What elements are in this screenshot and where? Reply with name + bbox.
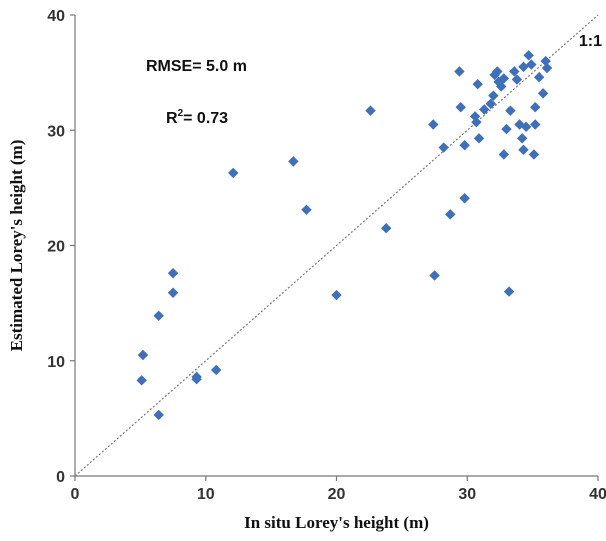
x-tick-label: 0 [71, 486, 80, 503]
r-squared-superscript: 2 [178, 108, 184, 119]
data-points-layer [136, 50, 553, 421]
data-point [438, 142, 449, 153]
data-point [459, 140, 470, 151]
rmse-annotation: RMSE= 5.0 m [146, 58, 247, 75]
data-point [520, 121, 532, 132]
data-point [540, 55, 551, 67]
data-point [514, 119, 525, 130]
y-tick-label: 0 [56, 469, 65, 486]
data-point [528, 149, 540, 160]
data-point [455, 102, 466, 113]
data-point [472, 78, 483, 90]
data-point [516, 133, 528, 144]
data-point [153, 409, 164, 421]
reference-line-label: 1:1 [579, 33, 602, 50]
y-tick-label: 10 [47, 354, 65, 371]
data-point [301, 204, 312, 215]
r-squared-annotation: R2= 0.73 [166, 108, 228, 127]
r-squared-base: R [166, 110, 178, 127]
data-point [498, 73, 510, 84]
data-point [288, 156, 299, 167]
y-axis-title: Estimated Lorey's height (m) [7, 140, 26, 352]
data-point [167, 267, 179, 279]
x-tick-label: 20 [328, 486, 346, 503]
data-point [228, 167, 239, 179]
data-point [136, 375, 147, 386]
x-tick-label: 30 [458, 486, 476, 503]
data-point [211, 364, 222, 376]
reference-line-layer [74, 14, 599, 477]
data-point [501, 123, 512, 135]
x-tick-label: 40 [589, 486, 606, 503]
data-point [511, 74, 523, 85]
data-point [479, 104, 490, 115]
data-point [137, 349, 149, 361]
data-point [428, 119, 439, 130]
data-point [530, 102, 541, 113]
data-point [191, 373, 202, 385]
data-point [498, 149, 510, 160]
data-point [509, 66, 520, 77]
data-point [485, 98, 496, 109]
r-squared-value: = 0.73 [183, 110, 228, 127]
x-tick-label: 10 [197, 486, 215, 503]
data-point [469, 111, 481, 122]
data-point [505, 105, 516, 116]
x-axis-title: In situ Lorey's height (m) [244, 513, 429, 532]
data-point [492, 66, 503, 77]
data-point [365, 105, 376, 116]
data-point [526, 59, 537, 70]
data-point [496, 81, 507, 92]
y-tick-label: 40 [47, 8, 65, 25]
data-point [429, 270, 440, 281]
data-point [153, 310, 164, 322]
data-point [541, 62, 553, 74]
data-point [537, 88, 549, 99]
data-point [473, 133, 485, 144]
data-point [523, 50, 534, 61]
ticks-layer: 0 10 20 30 40 0 10 20 30 40 [47, 8, 606, 503]
data-point [503, 286, 515, 297]
data-point [471, 116, 482, 128]
data-point [533, 72, 545, 83]
data-point [518, 61, 529, 73]
data-point [518, 144, 529, 156]
data-point [167, 287, 179, 298]
y-tick-label: 30 [47, 123, 65, 140]
data-point [530, 119, 541, 130]
data-point [380, 223, 392, 234]
one-to-one-line [74, 14, 599, 477]
data-point [331, 289, 342, 301]
y-tick-label: 20 [47, 239, 65, 256]
data-point [445, 209, 456, 220]
data-point [459, 193, 470, 204]
data-point [488, 90, 499, 101]
data-point [454, 66, 465, 77]
